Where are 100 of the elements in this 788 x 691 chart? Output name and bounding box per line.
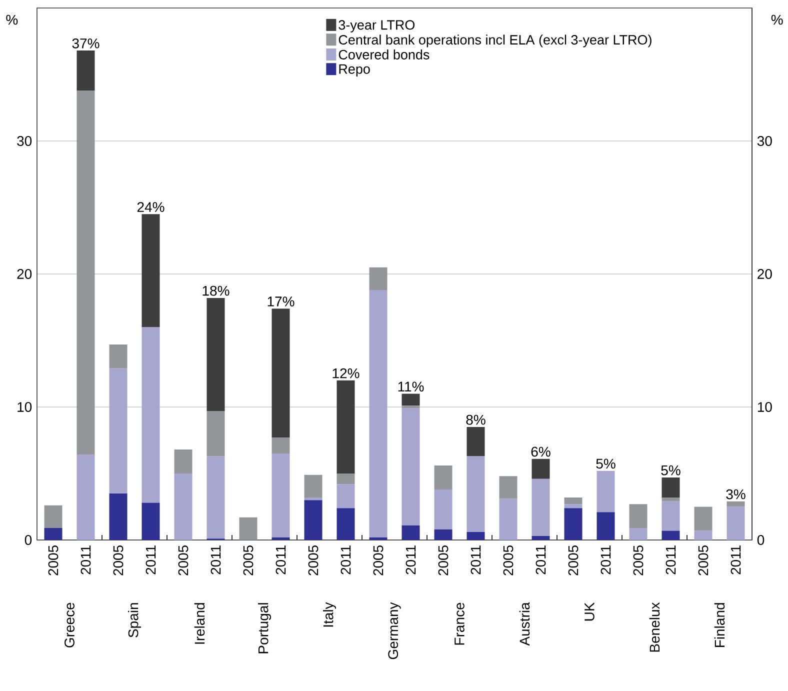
bar: [564, 508, 582, 540]
y2-tick-label: 20: [758, 269, 772, 279]
text: France: [454, 602, 464, 645]
y2-tick-label: 30: [757, 136, 772, 146]
bar: [662, 530, 680, 540]
bar: [272, 438, 290, 454]
text: Benelux: [649, 602, 660, 652]
bar: [466, 456, 485, 532]
y2-axis-title: %: [771, 14, 783, 25]
bar: [434, 489, 452, 530]
bar: [76, 454, 95, 540]
legend-label: Central bank operations incl ELA (excl 3-year LTRO): [338, 34, 652, 48]
text: Italy: [322, 602, 336, 627]
total-label: 8%: [466, 414, 486, 425]
bar: [694, 530, 712, 540]
bar: [466, 426, 485, 456]
x-tick-label: 2011: [730, 546, 741, 574]
x-tick-label: 2011: [146, 546, 156, 574]
bar: [532, 458, 550, 479]
bar: [336, 508, 355, 540]
bar: [206, 298, 225, 411]
bar: [402, 525, 420, 540]
legend-label: Repo: [339, 64, 370, 76]
bar: [272, 537, 290, 540]
text: Portugal: [258, 603, 272, 654]
bar: [142, 502, 160, 540]
x-tick-label: 2011: [340, 546, 351, 574]
bar: [434, 529, 452, 540]
bar: [499, 476, 518, 499]
text: Germany: [388, 602, 401, 660]
bar: [336, 484, 355, 508]
bar: [336, 474, 355, 484]
bar: [629, 528, 648, 540]
text: Ireland: [194, 603, 205, 644]
text: Spain: [128, 603, 142, 638]
bar: [402, 406, 420, 408]
total-label: 24%: [137, 202, 164, 212]
y-tick-label: 10: [18, 402, 32, 412]
total-label: 37%: [72, 38, 100, 48]
x-tick-label: 2005: [568, 545, 578, 576]
bar: [369, 537, 388, 540]
bar: [629, 504, 648, 528]
bar: [499, 498, 518, 540]
bar: [272, 308, 290, 438]
bar: [402, 394, 420, 406]
total-label: 5%: [596, 458, 616, 469]
bar: [109, 344, 128, 368]
x-tick-label: 2005: [698, 545, 708, 576]
x-tick-label: 2005: [373, 545, 384, 576]
total-label: 12%: [332, 368, 360, 378]
bar: [662, 497, 680, 502]
legend-label: Covered bonds: [338, 50, 430, 60]
text: Finland: [714, 603, 725, 647]
bar: [369, 290, 388, 538]
x-tick-label: 2005: [113, 545, 124, 576]
x-tick-label: 2011: [600, 546, 611, 574]
bar: [304, 497, 322, 500]
x-tick-label: 2011: [276, 546, 286, 574]
bar: [662, 477, 680, 498]
bar: [304, 500, 322, 540]
bar: [369, 267, 388, 290]
x-tick-label: 2005: [48, 545, 58, 576]
bar: [564, 497, 582, 504]
bar: [466, 532, 485, 540]
bar: [109, 493, 128, 540]
bar: [109, 368, 128, 494]
total-label: 11%: [398, 382, 424, 392]
bar: [596, 512, 615, 540]
bar: [532, 536, 550, 540]
x-tick-label: 2005: [438, 545, 448, 576]
bar: [206, 456, 225, 539]
bar: [239, 517, 258, 540]
text: Greece: [64, 602, 74, 648]
x-tick-label: 2011: [406, 546, 416, 574]
text: UK: [584, 602, 594, 621]
x-tick-label: 2011: [80, 546, 91, 574]
bar: [304, 474, 322, 498]
x-tick-label: 2005: [243, 545, 254, 576]
total-label: 18%: [202, 286, 230, 296]
bar: [272, 454, 290, 538]
x-tick-label: 2011: [210, 546, 221, 574]
bar: [434, 466, 452, 490]
x-tick-label: 2005: [178, 545, 188, 576]
x-tick-label: 2011: [666, 546, 676, 574]
bar: [44, 528, 62, 540]
bar: [142, 327, 160, 503]
y-tick-label: 0: [24, 535, 32, 545]
y-axis-title: %: [6, 14, 18, 25]
y-tick-label: 30: [17, 136, 32, 146]
legend-label: 3-year LTRO: [338, 20, 415, 32]
x-tick-label: 2011: [536, 546, 546, 574]
bar: [142, 214, 160, 328]
bar: [206, 410, 225, 456]
bar: [44, 505, 62, 528]
total-label: 17%: [268, 296, 294, 306]
bar: [726, 501, 745, 507]
x-tick-label: 2005: [633, 545, 644, 576]
y-tick-label: 20: [17, 269, 32, 279]
total-label: 3%: [726, 489, 746, 500]
bar: [662, 501, 680, 531]
